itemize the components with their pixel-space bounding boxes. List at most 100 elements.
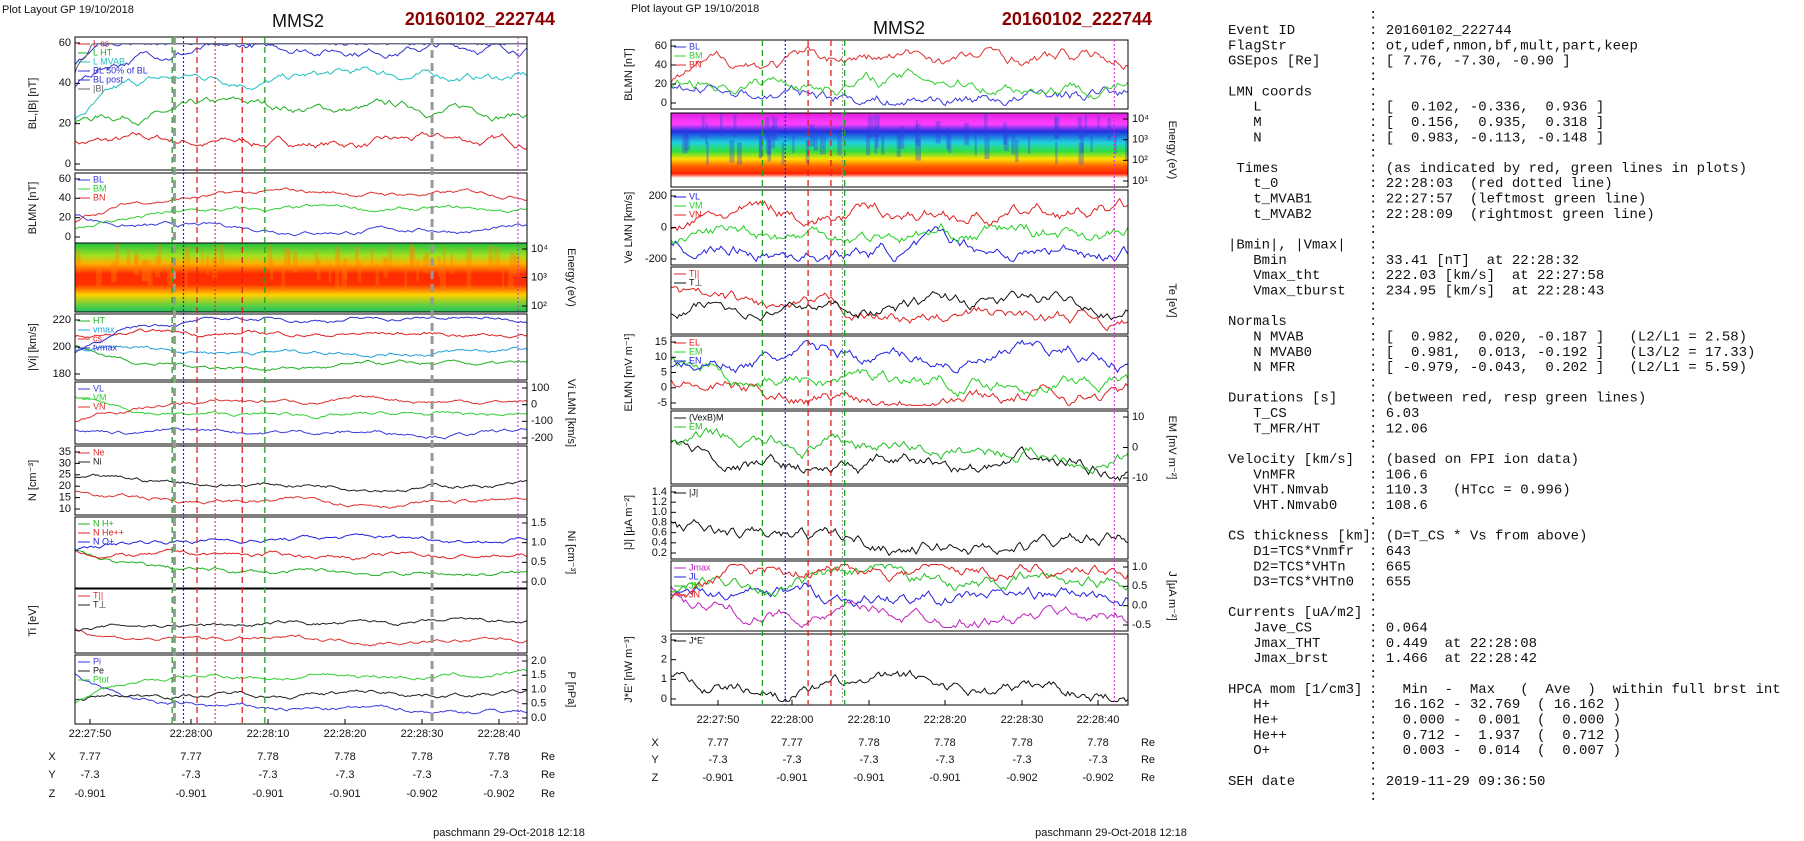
panel-frame [670,112,1129,188]
curve [74,66,528,121]
spectrogram-texture [134,251,138,272]
info-value: : [1369,84,1377,100]
y-tick-label: 1.0 [1132,561,1147,573]
spectrogram-texture [737,142,742,165]
legend-entry: JN [689,589,700,599]
spectrogram-texture [341,266,348,288]
y-tick-label: -200 [645,253,667,265]
legend-entry: Ptot [93,674,110,684]
spectrogram-texture [466,268,472,289]
y-tick-label: 0.2 [652,547,667,559]
position-value: 7.77 [781,737,802,749]
position-value: -7.3 [709,754,728,766]
info-value: : [ 0.982, 0.020, -0.187 ] (L2/L1 = 2.58… [1369,329,1747,345]
legend-entry: VL [93,383,104,393]
info-value: : 222.03 [km/s] at 22:27:58 [1369,268,1604,284]
info-key: H+ [1228,697,1270,713]
spectrogram-texture [684,128,690,151]
info-value: : 108.6 [1369,498,1428,514]
info-key: CS thickness [km] [1228,529,1371,545]
position-value: -7.3 [936,754,955,766]
info-value: : (between red, resp green lines) [1369,391,1646,407]
spectrogram-texture [184,246,191,268]
position-label: Z [49,788,56,800]
panel-frame [670,633,1129,706]
position-value: -0.902 [406,788,437,800]
legend-entry: Jmax [689,562,711,572]
spectrogram-texture [915,119,918,143]
y-tick-label: 10⁴ [1132,113,1149,125]
spectrogram-texture [792,130,795,154]
legend-entry: T|| [689,268,699,278]
info-value: : 655 [1369,575,1411,591]
info-value: : [1369,222,1377,238]
y-axis-label: |Vi| [km/s] [27,323,39,371]
info-value: : ot,udef,nmon,bf,mult,part,keep [1369,38,1638,54]
position-value: -7.3 [1013,754,1032,766]
spectrogram-texture [837,133,842,156]
info-value: : 20160102_222744 [1369,23,1512,39]
x-tick-label: 22:28:30 [1001,714,1044,726]
info-key: M [1228,115,1262,131]
y-tick-label: 20 [655,78,667,90]
y-tick-label: 0.0 [1132,600,1147,612]
y-tick-label: 0.8 [652,516,667,528]
position-value: 7.78 [858,737,879,749]
y-tick-label: 0.0 [531,712,546,724]
info-value: : 106.6 [1369,467,1428,483]
position-value: -7.3 [783,754,802,766]
curve [74,628,528,647]
position-value: 7.78 [257,751,278,763]
legend-entry: cs [93,333,103,343]
y-tick-label: 2 [661,654,667,666]
spectrogram-texture [809,124,815,147]
panel: (VexB)MEM 10 0 -10 EM [mV m⁻²] [670,410,1178,485]
y-axis-label: Te [eV] [1166,283,1178,317]
info-key: t_MVAB2 [1228,207,1312,223]
spectrogram-texture [219,244,225,265]
spectrogram-texture [201,248,204,270]
panel: T||T⊥ Ti [eV] [27,588,528,654]
y-axis-label: BL,|B| [nT] [27,78,39,130]
info-value: : 643 [1369,544,1411,560]
spectrogram-texture [370,248,374,270]
info-value: : [1369,437,1377,453]
y-tick-label: 10 [655,351,667,363]
curve [74,395,528,420]
spectrogram-texture [765,117,770,140]
spectrogram-texture [335,246,339,267]
y-tick-label: -100 [531,415,553,427]
y-axis-label: BLMN [nT] [623,48,635,101]
curve [74,394,528,423]
spectrogram-texture [214,246,218,267]
curve [670,379,1129,407]
spectrogram-texture [438,256,441,277]
spectrogram-texture [935,121,941,144]
info-key: Durations [s] [1228,391,1337,407]
spectrogram-texture [494,247,500,268]
panel-frame [670,189,1129,266]
footer: paschmann 29-Oct-2018 12:18 [433,827,585,839]
title: MMS2 [873,18,925,38]
panel-frame [74,381,528,445]
position-label: X [48,751,56,763]
spectrogram-texture [488,245,494,267]
info-key: D2=TCS*VHTn [1228,559,1346,575]
spectrogram-texture [706,142,709,165]
spectrogram-texture [115,243,120,265]
y-axis-label: |J| [μA m⁻²] [623,495,635,550]
spectrogram-texture [211,258,218,280]
spectrogram-texture [113,260,118,282]
spectrogram-texture [315,251,319,273]
info-value: : [1369,238,1377,254]
curve [670,285,1129,332]
info-value: : 6.03 [1369,406,1419,422]
info-value: : [1369,299,1377,315]
y-axis-label: BLMN [nT] [27,182,39,235]
y-tick-label: 0.5 [1132,580,1147,592]
spectrogram-texture [293,251,298,273]
y-tick-label: -200 [531,432,553,444]
